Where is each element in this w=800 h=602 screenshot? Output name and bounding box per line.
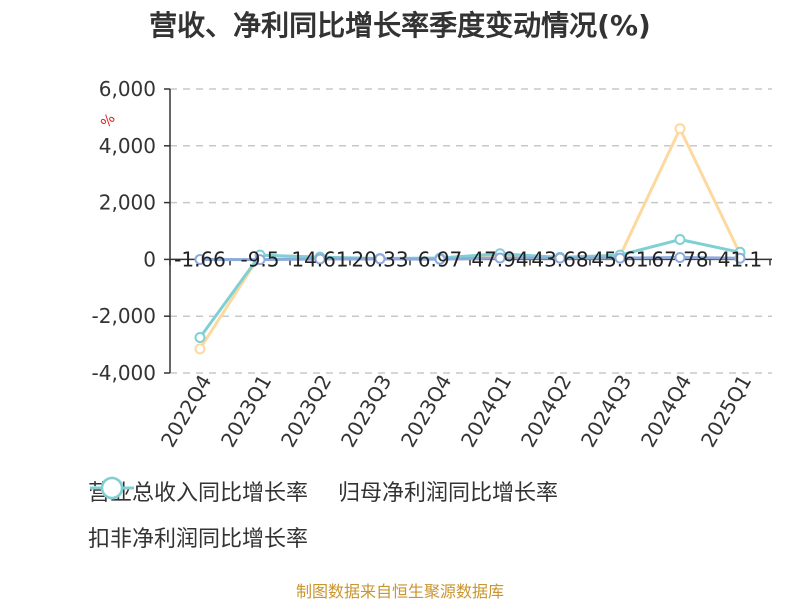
legend-item[interactable]: 归母净利润同比增长率 bbox=[90, 474, 559, 508]
x-tick-label: 2024Q3 bbox=[576, 371, 636, 452]
legend: 营业总收入同比增长率 归母净利润同比增长率扣非净利润同比增长率 bbox=[88, 474, 768, 554]
data-point bbox=[314, 253, 326, 265]
data-label: -9.5 bbox=[240, 247, 279, 271]
data-label: 14.61 bbox=[291, 247, 348, 271]
data-point bbox=[194, 332, 206, 343]
x-tick-label: 2023Q3 bbox=[336, 371, 396, 452]
series-line bbox=[198, 238, 741, 339]
data-point bbox=[674, 234, 686, 246]
data-label: 6.97 bbox=[418, 247, 463, 271]
x-tick-label: 2023Q1 bbox=[216, 371, 276, 452]
y-tick-label: 2,000 bbox=[99, 191, 156, 215]
y-tick-label: 0 bbox=[143, 247, 156, 271]
data-point bbox=[434, 253, 446, 265]
data-point bbox=[494, 252, 506, 264]
x-tick-label: 2024Q2 bbox=[516, 371, 576, 452]
legend-item[interactable]: 扣非净利润同比增长率 bbox=[88, 476, 309, 554]
legend-label: 营业总收入同比增长率 bbox=[88, 481, 309, 506]
data-point bbox=[614, 252, 626, 264]
data-label: 47.94 bbox=[471, 247, 528, 271]
data-point bbox=[554, 252, 566, 264]
data-point bbox=[194, 343, 206, 355]
x-tick-label: 2023Q2 bbox=[276, 371, 336, 452]
data-label: 41.1 bbox=[718, 247, 763, 271]
x-tick-label: 2024Q1 bbox=[456, 371, 516, 452]
chart-title: 营收、净利同比增长率季度变动情况(%) bbox=[149, 9, 651, 42]
y-tick-label: 6,000 bbox=[99, 77, 156, 101]
data-label: 45.61 bbox=[591, 247, 648, 271]
x-tick-label: 2025Q1 bbox=[696, 371, 756, 452]
y-tick-label: -2,000 bbox=[92, 304, 156, 328]
data-point bbox=[374, 253, 386, 265]
series-line bbox=[199, 255, 741, 262]
data-label: -1.66 bbox=[174, 247, 226, 271]
x-tick-label: 2022Q4 bbox=[156, 371, 216, 452]
data-point bbox=[254, 254, 266, 266]
data-label: 43.68 bbox=[531, 247, 588, 271]
y-tick-label: -4,000 bbox=[92, 361, 156, 385]
data-label: 20.33 bbox=[351, 247, 408, 271]
y-tick-label: 4,000 bbox=[99, 134, 156, 158]
source-note: 制图数据来自恒生聚源数据库 bbox=[295, 582, 504, 601]
x-tick-label: 2024Q4 bbox=[636, 371, 696, 452]
data-point bbox=[194, 253, 206, 265]
data-label: 67.78 bbox=[651, 247, 708, 271]
data-point bbox=[674, 123, 686, 135]
legend-label: 归母净利润同比增长率 bbox=[338, 481, 559, 506]
legend-line-circle-icon bbox=[90, 476, 134, 500]
x-tick-label: 2023Q4 bbox=[396, 371, 456, 452]
data-point bbox=[674, 251, 686, 263]
legend-label: 扣非净利润同比增长率 bbox=[88, 527, 309, 552]
data-point bbox=[734, 252, 746, 264]
